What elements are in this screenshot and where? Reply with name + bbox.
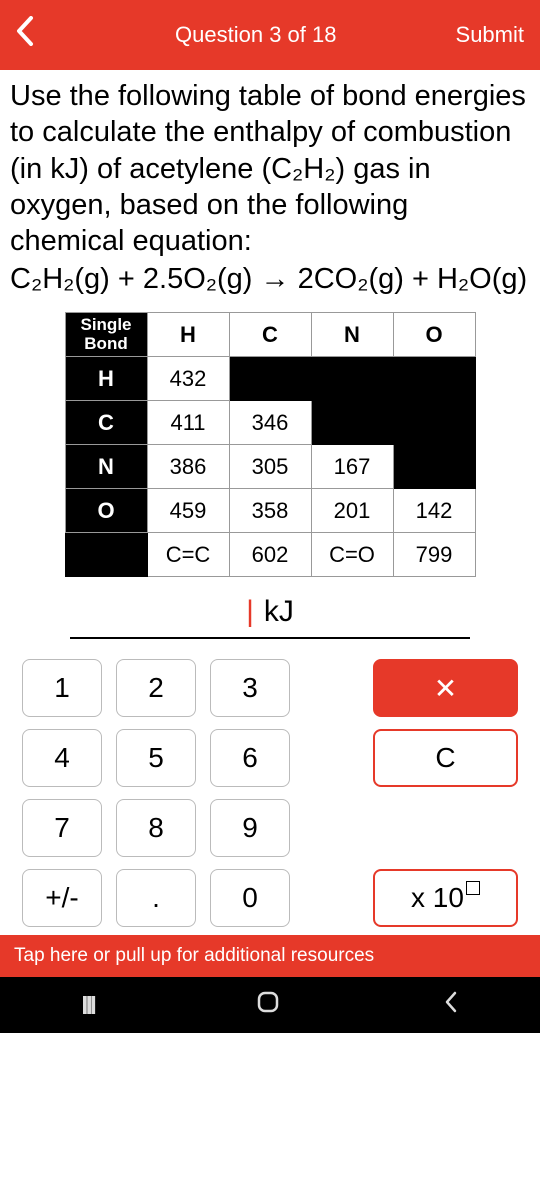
cell: 602 <box>229 533 311 577</box>
key-9[interactable]: 9 <box>210 799 290 857</box>
backspace-icon: ✕ <box>434 672 457 705</box>
key-2[interactable]: 2 <box>116 659 196 717</box>
numeric-keypad: 1 2 3 ✕ 4 5 6 C 7 8 9 +/- . 0 x 10 <box>0 649 540 935</box>
cell: 346 <box>229 401 311 445</box>
cell-empty <box>393 445 475 489</box>
key-plusminus[interactable]: +/- <box>22 869 102 927</box>
key-7[interactable]: 7 <box>22 799 102 857</box>
question-counter: Question 3 of 18 <box>56 22 456 48</box>
nav-back-icon[interactable] <box>443 990 459 1021</box>
app-header: Question 3 of 18 Submit <box>0 0 540 70</box>
input-cursor-icon: | <box>246 595 254 629</box>
cell: 411 <box>147 401 229 445</box>
nav-home-icon[interactable] <box>256 990 280 1021</box>
col-header: N <box>311 313 393 357</box>
resources-pullup[interactable]: Tap here or pull up for additional resou… <box>0 935 540 977</box>
answer-input-row[interactable]: | kJ <box>70 595 470 639</box>
answer-unit: kJ <box>264 595 294 629</box>
backspace-button[interactable]: ✕ <box>373 659 518 717</box>
row-header-empty <box>65 533 147 577</box>
key-5[interactable]: 5 <box>116 729 196 787</box>
row-header: H <box>65 357 147 401</box>
row-header: C <box>65 401 147 445</box>
cell: 358 <box>229 489 311 533</box>
cell-empty <box>311 357 393 401</box>
cell: 432 <box>147 357 229 401</box>
cell-empty <box>229 357 311 401</box>
exponent-label: x 10 <box>411 882 464 914</box>
cell: 305 <box>229 445 311 489</box>
chemical-equation: C₂H₂(g) + 2.5O₂(g) → 2CO₂(g) + H₂O(g) <box>0 259 540 306</box>
table-corner: Single Bond <box>65 313 147 357</box>
cell: 167 <box>311 445 393 489</box>
bond-energy-table: Single Bond H C N O H 432 C 411 346 N 38… <box>65 312 476 577</box>
row-header: N <box>65 445 147 489</box>
col-header: O <box>393 313 475 357</box>
key-4[interactable]: 4 <box>22 729 102 787</box>
submit-button[interactable]: Submit <box>456 22 524 48</box>
android-nav-bar: III <box>0 977 540 1033</box>
col-header: C <box>229 313 311 357</box>
cell: 386 <box>147 445 229 489</box>
clear-button[interactable]: C <box>373 729 518 787</box>
key-6[interactable]: 6 <box>210 729 290 787</box>
key-0[interactable]: 0 <box>210 869 290 927</box>
cell: 459 <box>147 489 229 533</box>
cell: 201 <box>311 489 393 533</box>
cell: 142 <box>393 489 475 533</box>
bond-energy-table-wrap: Single Bond H C N O H 432 C 411 346 N 38… <box>0 306 540 577</box>
exponent-box-icon <box>466 881 480 895</box>
cell-empty <box>393 357 475 401</box>
row-header: O <box>65 489 147 533</box>
question-prompt: Use the following table of bond energies… <box>0 70 540 259</box>
back-button[interactable] <box>16 16 56 54</box>
key-8[interactable]: 8 <box>116 799 196 857</box>
nav-recent-icon[interactable]: III <box>81 990 94 1021</box>
key-1[interactable]: 1 <box>22 659 102 717</box>
cell: C=C <box>147 533 229 577</box>
col-header: H <box>147 313 229 357</box>
cell: C=O <box>311 533 393 577</box>
key-dot[interactable]: . <box>116 869 196 927</box>
key-3[interactable]: 3 <box>210 659 290 717</box>
exponent-button[interactable]: x 10 <box>373 869 518 927</box>
cell-empty <box>393 401 475 445</box>
cell-empty <box>311 401 393 445</box>
cell: 799 <box>393 533 475 577</box>
